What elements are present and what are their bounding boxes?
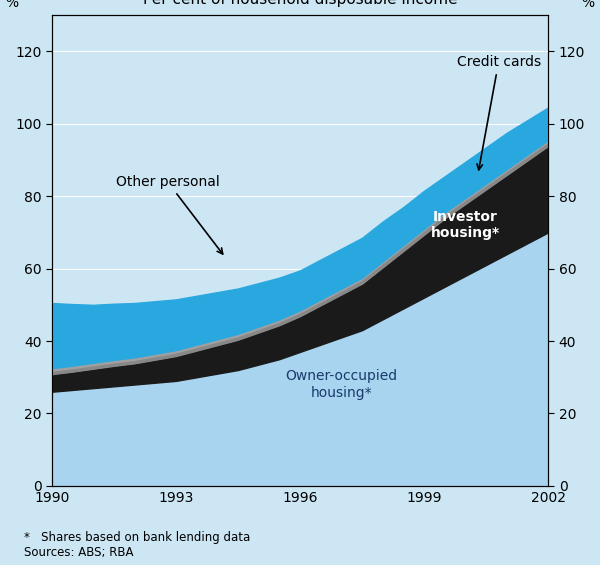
Text: *   Shares based on bank lending data
Sources: ABS; RBA: * Shares based on bank lending data Sour… <box>24 531 250 559</box>
Text: Per cent of household disposable income: Per cent of household disposable income <box>143 0 457 7</box>
Text: Owner-occupied
housing*: Owner-occupied housing* <box>286 370 397 399</box>
Text: Other personal: Other personal <box>116 175 223 254</box>
Text: Investor
housing*: Investor housing* <box>431 210 500 240</box>
Text: Credit cards: Credit cards <box>457 55 541 170</box>
Text: %: % <box>581 0 595 10</box>
Text: %: % <box>5 0 19 10</box>
